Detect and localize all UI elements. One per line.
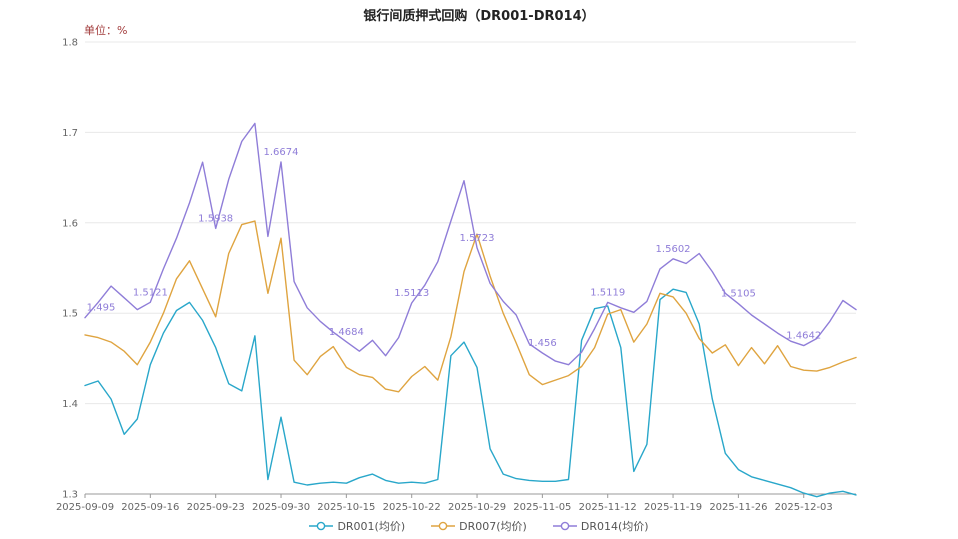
y-tick-label: 1.4 xyxy=(62,399,78,410)
unit-label: 单位：% xyxy=(84,24,128,37)
legend-item-dr007[interactable]: DR007(均价) xyxy=(431,518,527,534)
y-tick-label: 1.5 xyxy=(62,309,78,320)
point-label: 1.495 xyxy=(87,303,116,314)
y-tick-label: 1.6 xyxy=(62,218,78,229)
point-label: 1.5602 xyxy=(656,244,691,255)
point-label: 1.5105 xyxy=(721,289,756,300)
x-tick-label: 2025-10-29 xyxy=(448,502,506,513)
legend: DR001(均价) DR007(均价) DR014(均价) xyxy=(0,518,958,534)
series-line-dr014 xyxy=(84,122,857,366)
point-label: 1.4642 xyxy=(786,331,821,342)
point-label: 1.5113 xyxy=(394,288,429,299)
x-tick-label: 2025-11-05 xyxy=(513,502,571,513)
series-line-dr001 xyxy=(84,288,857,498)
point-label: 1.4684 xyxy=(329,327,364,338)
point-label: 1.5121 xyxy=(133,287,168,298)
x-tick-label: 2025-09-16 xyxy=(121,502,179,513)
x-tick-label: 2025-10-15 xyxy=(317,502,375,513)
legend-marker-dr001 xyxy=(309,521,334,531)
x-tick-label: 2025-09-30 xyxy=(252,502,310,513)
point-label: 1.5938 xyxy=(198,213,233,224)
x-tick-label: 2025-09-09 xyxy=(56,502,114,513)
plot-area: 1.3 1.4 1.5 1.6 1.7 1.8 2025-09-09 2025-09-16 20… xyxy=(56,38,857,513)
legend-item-dr001[interactable]: DR001(均价) xyxy=(309,518,405,534)
point-label: 1.456 xyxy=(528,338,557,349)
x-tick-label: 2025-12-03 xyxy=(775,502,833,513)
x-tick-label: 2025-09-23 xyxy=(187,502,245,513)
x-tick-label: 2025-11-26 xyxy=(709,502,767,513)
legend-marker-dr007 xyxy=(431,521,456,531)
y-tick-label: 1.3 xyxy=(62,490,78,501)
chart-title: 银行间质押式回购（DR001-DR014） xyxy=(363,9,595,24)
legend-item-dr014[interactable]: DR014(均价) xyxy=(552,518,649,534)
legend-label-dr014: DR014(均价) xyxy=(580,520,649,533)
point-label: 1.6674 xyxy=(264,147,299,158)
legend-marker-dr014 xyxy=(552,521,577,531)
x-tick-label: 2025-11-12 xyxy=(579,502,637,513)
x-tick-label: 2025-10-22 xyxy=(383,502,441,513)
y-tick-label: 1.8 xyxy=(62,38,78,49)
point-label: 1.5119 xyxy=(590,287,625,298)
legend-label-dr007: DR007(均价) xyxy=(459,520,527,533)
y-tick-label: 1.7 xyxy=(62,128,78,139)
x-tick-label: 2025-11-19 xyxy=(644,502,702,513)
point-label: 1.5723 xyxy=(460,233,495,244)
series-line-dr007 xyxy=(84,220,857,393)
legend-label-dr001: DR001(均价) xyxy=(337,520,406,533)
